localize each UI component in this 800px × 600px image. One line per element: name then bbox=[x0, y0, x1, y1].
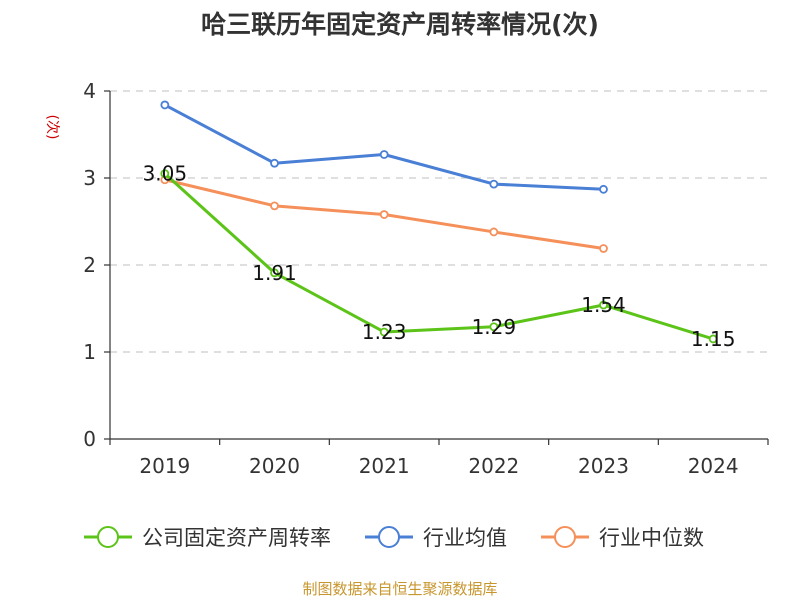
series-layer bbox=[160, 100, 718, 344]
data-label: 1.91 bbox=[252, 261, 297, 285]
data-point[interactable] bbox=[599, 300, 608, 310]
data-label: 1.29 bbox=[472, 315, 517, 339]
series-line bbox=[164, 103, 604, 191]
legend-label: 公司固定资产周转率 bbox=[142, 526, 331, 550]
y-tick-label: 0 bbox=[83, 427, 96, 451]
series-line bbox=[163, 172, 714, 341]
data-point[interactable] bbox=[489, 179, 499, 189]
legend[interactable]: 公司固定资产周转率 行业均值 行业中位数 bbox=[84, 526, 704, 550]
data-point[interactable] bbox=[599, 184, 608, 194]
legend-marker bbox=[97, 526, 119, 548]
data-point[interactable] bbox=[489, 322, 499, 332]
data-label: 1.15 bbox=[691, 327, 736, 351]
data-label: 1.23 bbox=[362, 320, 407, 344]
data-point[interactable] bbox=[708, 334, 718, 344]
x-tick-label: 2020 bbox=[249, 454, 300, 478]
data-point[interactable] bbox=[160, 169, 170, 179]
data-point[interactable] bbox=[270, 158, 279, 168]
x-tick-label: 2019 bbox=[139, 454, 190, 478]
data-point[interactable] bbox=[379, 150, 389, 159]
y-tick-label: 3 bbox=[83, 166, 96, 190]
grid bbox=[110, 90, 768, 353]
series-2 bbox=[160, 175, 608, 253]
data-point[interactable] bbox=[270, 268, 279, 278]
y-axis-label: (次) bbox=[44, 115, 60, 140]
data-labels: 3.05 1.91 1.23 1.29 1.54 1.15 bbox=[143, 162, 736, 351]
x-tick-label: 2022 bbox=[468, 454, 519, 478]
series-0 bbox=[160, 169, 718, 344]
chart-title: 哈三联历年固定资产周转率情况(次) bbox=[201, 10, 599, 39]
data-point[interactable] bbox=[379, 210, 389, 219]
source-note: 制图数据来自恒生聚源数据库 bbox=[302, 580, 497, 598]
data-point[interactable] bbox=[599, 244, 608, 253]
y-tick-label: 4 bbox=[83, 79, 96, 103]
data-point[interactable] bbox=[160, 100, 170, 110]
legend-marker bbox=[378, 526, 400, 548]
y-tick-label: 2 bbox=[83, 253, 96, 277]
series-1 bbox=[160, 100, 608, 194]
legend-item-1[interactable]: 行业均值 bbox=[365, 526, 507, 550]
legend-label: 行业中位数 bbox=[599, 526, 704, 550]
data-label: 3.05 bbox=[143, 162, 188, 186]
x-tick-label: 2023 bbox=[578, 454, 629, 478]
x-tick-label: 2021 bbox=[359, 454, 410, 478]
legend-item-2[interactable]: 行业中位数 bbox=[541, 526, 704, 550]
data-label: 1.54 bbox=[581, 293, 626, 317]
legend-marker bbox=[554, 526, 576, 548]
y-tick-label: 1 bbox=[83, 340, 96, 364]
data-point[interactable] bbox=[489, 227, 499, 237]
data-point[interactable] bbox=[270, 201, 279, 211]
legend-label: 行业均值 bbox=[423, 526, 507, 550]
axes: 0 1 2 3 4 2019 2020 2021 2022 2023 2024 bbox=[83, 79, 769, 478]
data-point[interactable] bbox=[379, 327, 389, 337]
legend-item-0[interactable]: 公司固定资产周转率 bbox=[84, 526, 331, 550]
x-tick-label: 2024 bbox=[688, 454, 739, 478]
